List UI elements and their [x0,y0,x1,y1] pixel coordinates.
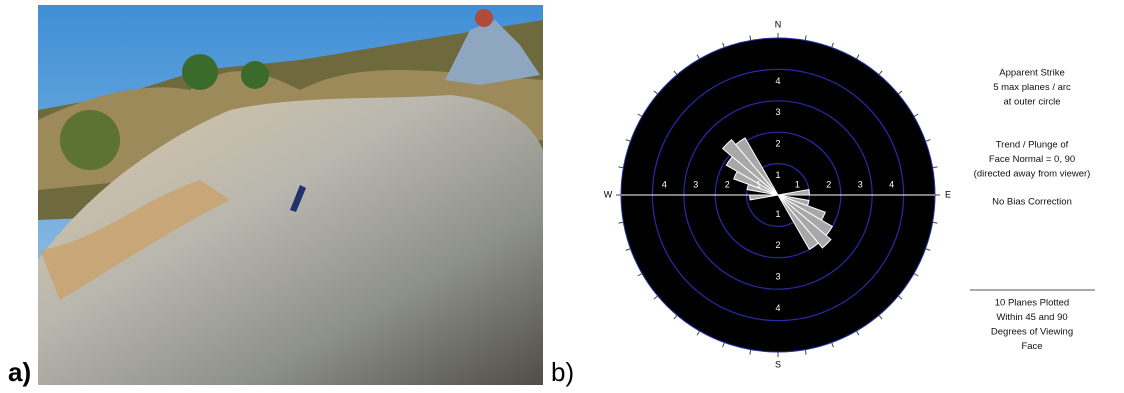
legend-text: 5 max planes / arc [993,82,1071,93]
panel-label: b) [551,357,574,388]
ring-label: 1 [775,209,780,219]
tick [914,114,918,117]
figure: 1 1 1 1 2 2 2 2 3 3 3 3 4 4 4 4 N E S W Apparent Strike 5 max… [0,0,1124,393]
ring-label: 2 [826,179,831,189]
tick [618,167,623,168]
ring-label: 4 [889,179,894,189]
legend-text: No Bias Correction [992,197,1072,208]
ring-label: 2 [725,179,730,189]
tick [898,296,902,299]
direction-label: W [604,189,613,199]
figure-canvas: 1 1 1 1 2 2 2 2 3 3 3 3 4 4 4 4 N E S W Apparent Strike 5 max… [0,0,1124,393]
tick [723,343,725,348]
tick [914,274,918,277]
legend-text: 10 Planes Plotted [995,298,1069,309]
ring-label: 1 [795,179,800,189]
tick [879,315,882,319]
tick [638,274,642,277]
ring-label: 4 [662,179,667,189]
legend-text: Face [1021,341,1042,352]
tick [832,343,834,348]
tick [626,249,631,251]
tick [898,91,902,94]
tick [805,350,806,355]
legend-text: Within 45 and 90 [996,312,1067,323]
photo [38,5,543,385]
ring-label: 2 [775,139,780,149]
legend-text: Trend / Plunge of [996,140,1069,151]
tick [879,71,882,75]
tick [857,331,860,335]
ring-label: 4 [775,76,780,86]
ring-label: 2 [775,240,780,250]
legend-text: Face Normal = 0, 90 [989,154,1075,165]
tick [697,331,700,335]
tick [926,140,931,142]
ring-label: 3 [775,272,780,282]
direction-label: S [775,359,781,369]
direction-label: E [945,189,951,199]
ring-label: 3 [775,107,780,117]
tick [805,35,806,40]
tick [750,350,751,355]
legend-text: Apparent Strike [999,68,1064,79]
tick [654,91,658,94]
tick [857,55,860,59]
tick [832,43,834,48]
tick [626,140,631,142]
ring-label: 1 [775,170,780,180]
legend-text: (directed away from viewer) [974,169,1091,180]
rose-diagram: 1 1 1 1 2 2 2 2 3 3 3 3 4 4 4 4 N E S W Apparent Strike 5 max… [604,19,1095,369]
tick [933,167,938,168]
tick [926,249,931,251]
tick [723,43,725,48]
ring-label: 4 [775,303,780,313]
tick [674,315,677,319]
tick [674,71,677,75]
ring-label: 1 [756,179,761,189]
tick [638,114,642,117]
ring-label: 3 [858,179,863,189]
tick [618,222,623,223]
tick [750,35,751,40]
tick [697,55,700,59]
tick [933,222,938,223]
legend-text: at outer circle [1003,97,1060,108]
ring-label: 3 [693,179,698,189]
tick [654,296,658,299]
direction-label: N [775,19,782,29]
legend-text: Degrees of Viewing [991,327,1073,338]
panel-label: a) [8,357,31,388]
